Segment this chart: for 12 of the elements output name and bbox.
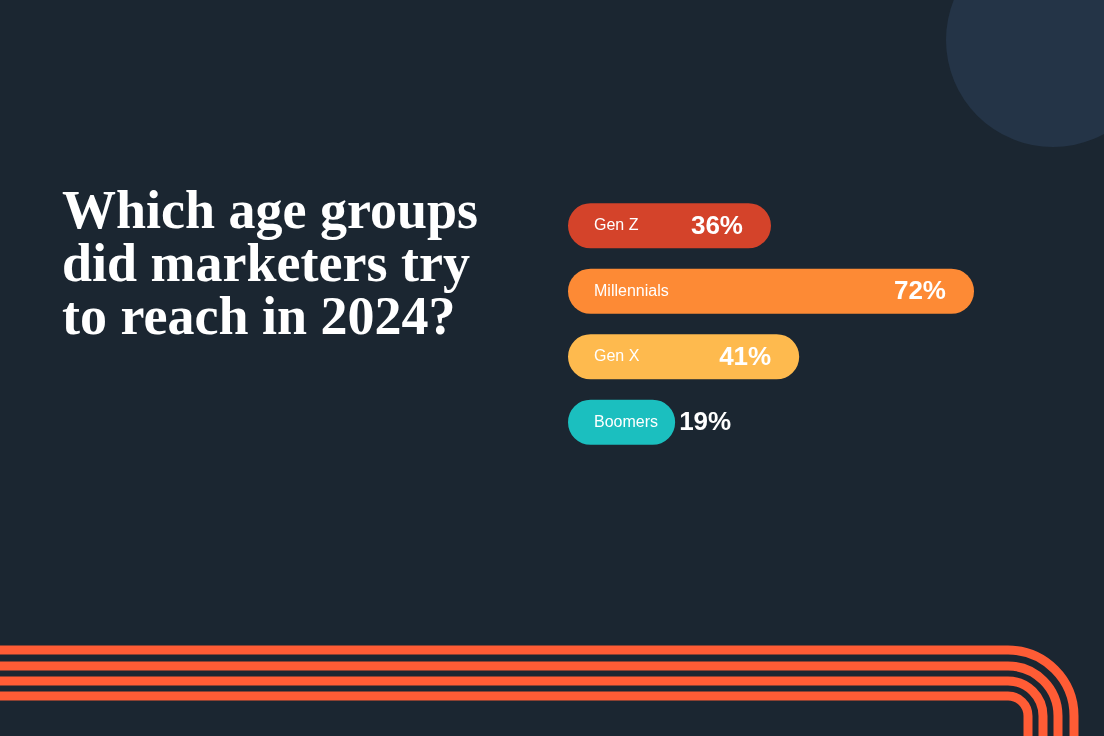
data-label: 36% — [690, 209, 743, 240]
y-tick-label: Boomers — [594, 412, 659, 430]
y-tick-label: Gen Z — [594, 216, 639, 234]
data-label: 41% — [719, 340, 772, 371]
text: Which age groups did marketers try to reach in 2024? — [62, 180, 480, 346]
bar — [568, 203, 771, 249]
bar — [568, 268, 974, 314]
data-label: 72% — [893, 275, 946, 306]
data-label: 19% — [679, 406, 732, 437]
y-tick-label: Millennials — [594, 281, 669, 299]
bar — [568, 334, 800, 380]
y-tick-label: Gen X — [594, 347, 640, 365]
